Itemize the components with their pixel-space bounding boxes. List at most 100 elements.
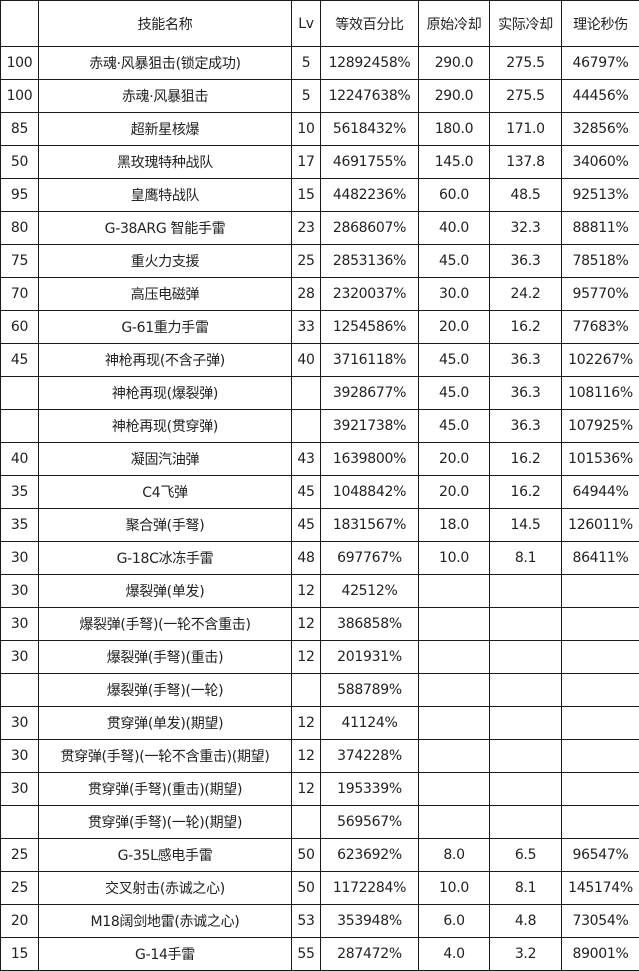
- cell-actual-cooldown: 16.2: [489, 475, 562, 509]
- table-row: 25 G-35L感电手雷 50 623692% 8.0 6.5 96547%: [0, 838, 639, 872]
- cell-theoretical-dps: 77683%: [561, 310, 639, 344]
- cell-equivalent-percent: 42512%: [320, 574, 419, 608]
- table-row: 80 G-38ARG 智能手雷 23 2868607% 40.0 32.3 88811%: [0, 211, 639, 245]
- cell-base-cooldown: [418, 673, 490, 707]
- cell-base-cooldown: 45.0: [418, 409, 490, 443]
- cell-lv: [291, 376, 321, 410]
- cell-skill-name: G-14手雷: [38, 937, 292, 971]
- cell-base-cooldown: [418, 607, 490, 641]
- table-row: 爆裂弹(手弩)(一轮) 588789%: [0, 673, 639, 707]
- cell-lv: [291, 673, 321, 707]
- header-theoretical-dps: 理论秒伤: [561, 0, 639, 47]
- cell-base-cooldown: 45.0: [418, 343, 490, 377]
- cell-level-req: 60: [0, 310, 39, 344]
- cell-level-req: 30: [0, 739, 39, 773]
- cell-actual-cooldown: 8.1: [489, 871, 562, 905]
- cell-actual-cooldown: [489, 640, 562, 674]
- cell-lv: [291, 409, 321, 443]
- cell-actual-cooldown: 16.2: [489, 442, 562, 476]
- cell-theoretical-dps: 88811%: [561, 211, 639, 245]
- table-row: 40 凝固汽油弹 43 1639800% 20.0 16.2 101536%: [0, 442, 639, 476]
- cell-lv: 45: [291, 475, 321, 509]
- cell-equivalent-percent: 2853136%: [320, 244, 419, 278]
- cell-lv: 43: [291, 442, 321, 476]
- cell-actual-cooldown: 24.2: [489, 277, 562, 311]
- table-row: 35 C4飞弹 45 1048842% 20.0 16.2 64944%: [0, 475, 639, 509]
- cell-lv: 12: [291, 607, 321, 641]
- cell-skill-name: 聚合弹(手弩): [38, 508, 292, 542]
- cell-level-req: 35: [0, 508, 39, 542]
- cell-lv: 45: [291, 508, 321, 542]
- table-row: 85 超新星核爆 10 5618432% 180.0 171.0 32856%: [0, 112, 639, 146]
- cell-skill-name: 贯穿弹(单发)(期望): [38, 706, 292, 740]
- cell-equivalent-percent: 1639800%: [320, 442, 419, 476]
- header-lv: Lv: [291, 0, 321, 47]
- cell-lv: 12: [291, 706, 321, 740]
- cell-base-cooldown: 20.0: [418, 310, 490, 344]
- cell-equivalent-percent: 697767%: [320, 541, 419, 575]
- cell-level-req: 40: [0, 442, 39, 476]
- cell-equivalent-percent: 5618432%: [320, 112, 419, 146]
- cell-base-cooldown: [418, 805, 490, 839]
- cell-skill-name: G-35L感电手雷: [38, 838, 292, 872]
- cell-level-req: 85: [0, 112, 39, 146]
- table-body: 100 赤魂·风暴狙击(锁定成功) 5 12892458% 290.0 275.5 4679…: [0, 46, 639, 971]
- cell-theoretical-dps: 86411%: [561, 541, 639, 575]
- cell-lv: 40: [291, 343, 321, 377]
- table-row: 45 神枪再现(不含子弹) 40 3716118% 45.0 36.3 102267%: [0, 343, 639, 377]
- cell-level-req: 20: [0, 904, 39, 938]
- cell-level-req: 100: [0, 46, 39, 80]
- cell-equivalent-percent: 1172284%: [320, 871, 419, 905]
- cell-lv: 17: [291, 145, 321, 179]
- cell-level-req: 45: [0, 343, 39, 377]
- cell-skill-name: 神枪再现(不含子弹): [38, 343, 292, 377]
- table-row: 60 G-61重力手雷 33 1254586% 20.0 16.2 77683%: [0, 310, 639, 344]
- table-row: 70 高压电磁弹 28 2320037% 30.0 24.2 95770%: [0, 277, 639, 311]
- table-row: 50 黑玫瑰特种战队 17 4691755% 145.0 137.8 34060%: [0, 145, 639, 179]
- header-equivalent-percent: 等效百分比: [320, 0, 419, 47]
- cell-theoretical-dps: 102267%: [561, 343, 639, 377]
- cell-lv: 12: [291, 640, 321, 674]
- cell-actual-cooldown: 8.1: [489, 541, 562, 575]
- cell-actual-cooldown: 6.5: [489, 838, 562, 872]
- cell-theoretical-dps: 78518%: [561, 244, 639, 278]
- cell-equivalent-percent: 3921738%: [320, 409, 419, 443]
- cell-skill-name: 神枪再现(爆裂弹): [38, 376, 292, 410]
- cell-level-req: 100: [0, 79, 39, 113]
- cell-level-req: 30: [0, 706, 39, 740]
- cell-theoretical-dps: 44456%: [561, 79, 639, 113]
- cell-skill-name: 贯穿弹(手弩)(一轮)(期望): [38, 805, 292, 839]
- cell-theoretical-dps: 101536%: [561, 442, 639, 476]
- cell-skill-name: 贯穿弹(手弩)(重击)(期望): [38, 772, 292, 806]
- cell-equivalent-percent: 1048842%: [320, 475, 419, 509]
- cell-base-cooldown: [418, 772, 490, 806]
- cell-actual-cooldown: 36.3: [489, 376, 562, 410]
- cell-actual-cooldown: 14.5: [489, 508, 562, 542]
- cell-level-req: [0, 673, 39, 707]
- cell-theoretical-dps: 96547%: [561, 838, 639, 872]
- cell-theoretical-dps: [561, 673, 639, 707]
- cell-skill-name: 高压电磁弹: [38, 277, 292, 311]
- cell-base-cooldown: [418, 640, 490, 674]
- cell-level-req: 30: [0, 607, 39, 641]
- cell-level-req: [0, 805, 39, 839]
- header-skill-name: 技能名称: [38, 0, 292, 47]
- cell-actual-cooldown: 48.5: [489, 178, 562, 212]
- cell-skill-name: 黑玫瑰特种战队: [38, 145, 292, 179]
- cell-equivalent-percent: 569567%: [320, 805, 419, 839]
- cell-level-req: 25: [0, 838, 39, 872]
- cell-level-req: 30: [0, 640, 39, 674]
- cell-base-cooldown: 290.0: [418, 79, 490, 113]
- cell-base-cooldown: 18.0: [418, 508, 490, 542]
- cell-equivalent-percent: 374228%: [320, 739, 419, 773]
- cell-theoretical-dps: [561, 706, 639, 740]
- cell-lv: 25: [291, 244, 321, 278]
- cell-actual-cooldown: 32.3: [489, 211, 562, 245]
- cell-actual-cooldown: 36.3: [489, 343, 562, 377]
- cell-actual-cooldown: [489, 673, 562, 707]
- header-actual-cooldown: 实际冷却: [489, 0, 562, 47]
- cell-equivalent-percent: 287472%: [320, 937, 419, 971]
- cell-equivalent-percent: 201931%: [320, 640, 419, 674]
- cell-lv: 55: [291, 937, 321, 971]
